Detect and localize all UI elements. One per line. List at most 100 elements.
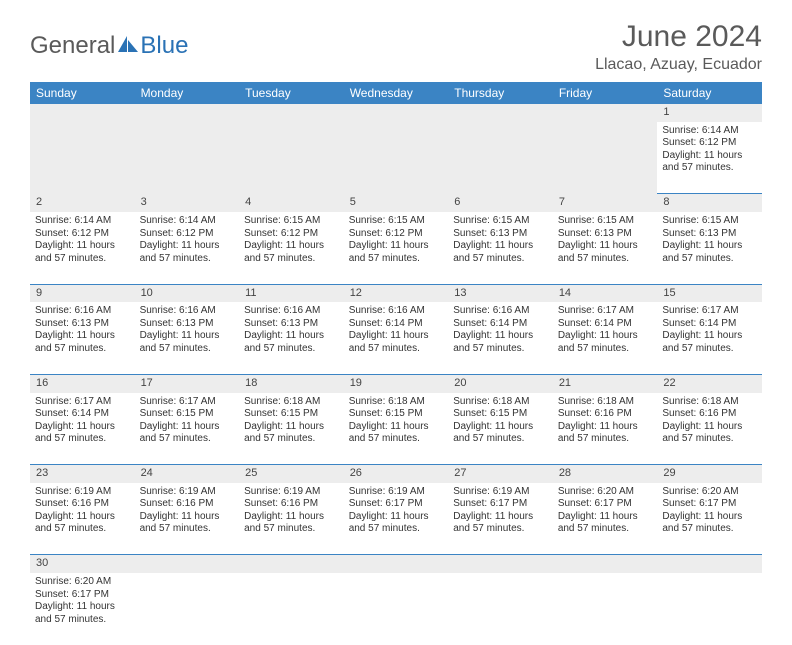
- day-number-cell: 28: [553, 465, 658, 483]
- day-number-cell: [239, 555, 344, 573]
- daylight-text: Daylight: 11 hours and 57 minutes.: [558, 330, 653, 355]
- daylight-text: Daylight: 11 hours and 57 minutes.: [140, 421, 235, 446]
- day-detail-cell: Sunrise: 6:20 AMSunset: 6:17 PMDaylight:…: [657, 483, 762, 555]
- sunset-text: Sunset: 6:16 PM: [244, 498, 339, 511]
- day-number-row: 30: [30, 555, 762, 573]
- day-detail-cell: Sunrise: 6:17 AMSunset: 6:15 PMDaylight:…: [135, 393, 240, 465]
- day-number-row: 9101112131415: [30, 284, 762, 302]
- daylight-text: Daylight: 11 hours and 57 minutes.: [662, 330, 757, 355]
- weekday-header: Tuesday: [239, 82, 344, 104]
- sunrise-text: Sunrise: 6:20 AM: [558, 486, 653, 499]
- day-detail-cell: Sunrise: 6:16 AMSunset: 6:13 PMDaylight:…: [239, 302, 344, 374]
- day-number-cell: [553, 555, 658, 573]
- sunset-text: Sunset: 6:12 PM: [35, 228, 130, 241]
- sunrise-text: Sunrise: 6:19 AM: [140, 486, 235, 499]
- weekday-header: Friday: [553, 82, 658, 104]
- day-number-cell: 24: [135, 465, 240, 483]
- day-detail-cell: Sunrise: 6:19 AMSunset: 6:16 PMDaylight:…: [239, 483, 344, 555]
- sunset-text: Sunset: 6:13 PM: [662, 228, 757, 241]
- day-detail-cell: Sunrise: 6:19 AMSunset: 6:16 PMDaylight:…: [135, 483, 240, 555]
- brand-name-part2: Blue: [140, 32, 188, 60]
- sunrise-text: Sunrise: 6:17 AM: [558, 305, 653, 318]
- day-number-cell: 3: [135, 194, 240, 212]
- brand-name-part1: General: [30, 32, 115, 60]
- day-number-cell: 26: [344, 465, 449, 483]
- daylight-text: Daylight: 11 hours and 57 minutes.: [662, 240, 757, 265]
- sunset-text: Sunset: 6:12 PM: [244, 228, 339, 241]
- sunset-text: Sunset: 6:15 PM: [349, 408, 444, 421]
- sunset-text: Sunset: 6:13 PM: [35, 318, 130, 331]
- day-number-cell: [553, 104, 658, 122]
- sunset-text: Sunset: 6:13 PM: [453, 228, 548, 241]
- day-detail-cell: [239, 573, 344, 645]
- day-number-row: 1: [30, 104, 762, 122]
- daylight-text: Daylight: 11 hours and 57 minutes.: [35, 601, 130, 626]
- day-detail-row: Sunrise: 6:19 AMSunset: 6:16 PMDaylight:…: [30, 483, 762, 555]
- day-number-cell: 25: [239, 465, 344, 483]
- day-detail-cell: Sunrise: 6:17 AMSunset: 6:14 PMDaylight:…: [30, 393, 135, 465]
- day-detail-cell: [135, 122, 240, 194]
- weekday-header: Sunday: [30, 82, 135, 104]
- day-number-cell: 29: [657, 465, 762, 483]
- day-number-cell: 18: [239, 374, 344, 392]
- daylight-text: Daylight: 11 hours and 57 minutes.: [349, 511, 444, 536]
- day-detail-cell: Sunrise: 6:16 AMSunset: 6:13 PMDaylight:…: [30, 302, 135, 374]
- day-detail-cell: [344, 122, 449, 194]
- day-detail-cell: Sunrise: 6:18 AMSunset: 6:16 PMDaylight:…: [553, 393, 658, 465]
- day-detail-cell: Sunrise: 6:15 AMSunset: 6:12 PMDaylight:…: [239, 212, 344, 284]
- day-detail-cell: Sunrise: 6:20 AMSunset: 6:17 PMDaylight:…: [553, 483, 658, 555]
- day-number-cell: 20: [448, 374, 553, 392]
- daylight-text: Daylight: 11 hours and 57 minutes.: [349, 330, 444, 355]
- sunrise-text: Sunrise: 6:16 AM: [140, 305, 235, 318]
- page-header: GeneralBlue June 2024 Llacao, Azuay, Ecu…: [30, 20, 762, 74]
- day-detail-cell: Sunrise: 6:14 AMSunset: 6:12 PMDaylight:…: [30, 212, 135, 284]
- day-detail-cell: Sunrise: 6:16 AMSunset: 6:14 PMDaylight:…: [448, 302, 553, 374]
- sunset-text: Sunset: 6:16 PM: [35, 498, 130, 511]
- day-number-cell: 19: [344, 374, 449, 392]
- sunrise-text: Sunrise: 6:17 AM: [662, 305, 757, 318]
- daylight-text: Daylight: 11 hours and 57 minutes.: [558, 240, 653, 265]
- sunset-text: Sunset: 6:14 PM: [453, 318, 548, 331]
- sunset-text: Sunset: 6:13 PM: [244, 318, 339, 331]
- day-detail-cell: Sunrise: 6:19 AMSunset: 6:17 PMDaylight:…: [344, 483, 449, 555]
- sunrise-text: Sunrise: 6:17 AM: [35, 396, 130, 409]
- daylight-text: Daylight: 11 hours and 57 minutes.: [35, 240, 130, 265]
- day-detail-row: Sunrise: 6:16 AMSunset: 6:13 PMDaylight:…: [30, 302, 762, 374]
- daylight-text: Daylight: 11 hours and 57 minutes.: [349, 240, 444, 265]
- sunset-text: Sunset: 6:16 PM: [140, 498, 235, 511]
- day-number-cell: 30: [30, 555, 135, 573]
- sunrise-text: Sunrise: 6:16 AM: [244, 305, 339, 318]
- day-number-cell: [30, 104, 135, 122]
- sunrise-text: Sunrise: 6:19 AM: [244, 486, 339, 499]
- sunrise-text: Sunrise: 6:19 AM: [349, 486, 444, 499]
- daylight-text: Daylight: 11 hours and 57 minutes.: [453, 511, 548, 536]
- day-detail-cell: Sunrise: 6:16 AMSunset: 6:13 PMDaylight:…: [135, 302, 240, 374]
- sunset-text: Sunset: 6:17 PM: [35, 589, 130, 602]
- daylight-text: Daylight: 11 hours and 57 minutes.: [35, 330, 130, 355]
- sunrise-text: Sunrise: 6:15 AM: [244, 215, 339, 228]
- day-number-cell: 6: [448, 194, 553, 212]
- day-number-cell: 21: [553, 374, 658, 392]
- day-number-cell: [448, 104, 553, 122]
- month-title: June 2024: [595, 20, 762, 54]
- day-number-cell: 11: [239, 284, 344, 302]
- day-detail-cell: Sunrise: 6:18 AMSunset: 6:15 PMDaylight:…: [239, 393, 344, 465]
- day-number-cell: 2: [30, 194, 135, 212]
- day-detail-cell: Sunrise: 6:14 AMSunset: 6:12 PMDaylight:…: [657, 122, 762, 194]
- day-detail-cell: [135, 573, 240, 645]
- sunrise-text: Sunrise: 6:16 AM: [453, 305, 548, 318]
- day-number-row: 23242526272829: [30, 465, 762, 483]
- day-number-cell: [239, 104, 344, 122]
- weekday-header: Monday: [135, 82, 240, 104]
- sunset-text: Sunset: 6:15 PM: [140, 408, 235, 421]
- daylight-text: Daylight: 11 hours and 57 minutes.: [662, 421, 757, 446]
- day-number-cell: [135, 555, 240, 573]
- day-number-cell: 9: [30, 284, 135, 302]
- day-number-cell: 15: [657, 284, 762, 302]
- day-detail-row: Sunrise: 6:20 AMSunset: 6:17 PMDaylight:…: [30, 573, 762, 645]
- daylight-text: Daylight: 11 hours and 57 minutes.: [35, 421, 130, 446]
- daylight-text: Daylight: 11 hours and 57 minutes.: [35, 511, 130, 536]
- day-detail-cell: Sunrise: 6:14 AMSunset: 6:12 PMDaylight:…: [135, 212, 240, 284]
- day-detail-cell: Sunrise: 6:15 AMSunset: 6:13 PMDaylight:…: [657, 212, 762, 284]
- calendar-header-row: SundayMondayTuesdayWednesdayThursdayFrid…: [30, 82, 762, 104]
